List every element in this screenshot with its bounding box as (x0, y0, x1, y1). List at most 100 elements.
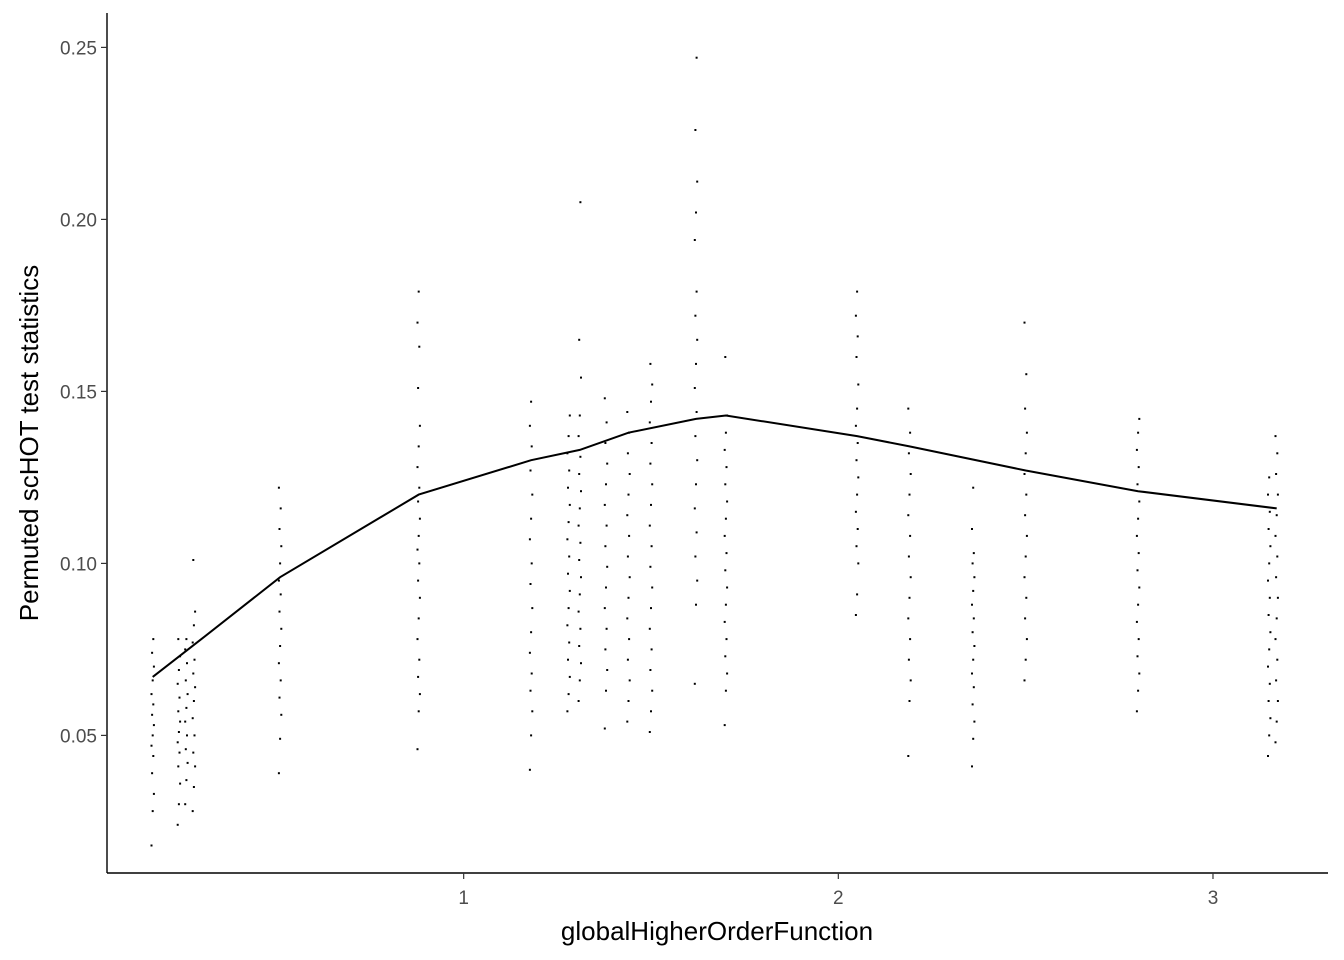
data-point (177, 638, 180, 641)
trend-line-group (152, 414, 1277, 678)
data-point (606, 462, 609, 465)
data-point (726, 500, 729, 503)
data-point (605, 586, 607, 589)
data-point (908, 700, 911, 702)
data-point (972, 589, 975, 592)
data-point (568, 641, 571, 644)
data-point (151, 679, 154, 682)
data-point (694, 555, 697, 558)
data-point (650, 607, 652, 610)
data-point (417, 445, 420, 448)
data-point (695, 56, 698, 59)
data-point (628, 679, 631, 682)
data-point (528, 538, 531, 541)
data-point (1275, 514, 1278, 517)
data-point (908, 493, 911, 496)
data-point (1024, 555, 1027, 558)
data-point (651, 483, 654, 486)
data-point (628, 576, 631, 579)
data-point (605, 483, 607, 486)
data-point (192, 700, 195, 702)
data-point (606, 669, 609, 671)
data-point (971, 672, 973, 675)
data-point (1025, 493, 1028, 496)
data-point (192, 751, 195, 754)
data-point (1024, 617, 1027, 620)
data-points (150, 56, 1279, 847)
data-point (186, 693, 189, 696)
data-point (972, 486, 975, 489)
data-point (280, 545, 283, 548)
data-point (1275, 617, 1278, 620)
data-point (530, 562, 533, 565)
data-point (626, 514, 629, 517)
data-point (648, 421, 651, 424)
data-point (279, 593, 282, 596)
data-point (280, 627, 283, 630)
data-point (856, 593, 859, 596)
data-point (626, 555, 629, 558)
data-point (568, 555, 571, 558)
data-point (568, 469, 571, 472)
data-point (529, 689, 532, 692)
data-point (277, 579, 280, 582)
data-point (724, 603, 727, 606)
data-point (1275, 473, 1278, 475)
data-point (973, 720, 976, 723)
data-point (1268, 596, 1271, 599)
data-point (726, 586, 729, 589)
data-point (1269, 631, 1272, 634)
data-point (279, 562, 282, 565)
data-point (693, 239, 696, 241)
data-point (650, 442, 653, 444)
data-point (627, 700, 630, 702)
x-tick-label: 3 (1208, 888, 1219, 909)
data-point (1137, 517, 1140, 520)
y-tick-label: 0.15 (60, 382, 97, 403)
data-point (909, 431, 912, 434)
data-point (152, 792, 155, 795)
data-point (627, 493, 630, 496)
data-point (178, 751, 181, 754)
data-point (1023, 576, 1026, 579)
data-point (1267, 614, 1270, 616)
data-point (857, 476, 860, 479)
data-point (856, 335, 859, 338)
data-point (854, 314, 857, 317)
data-point (151, 734, 154, 737)
data-point (578, 414, 581, 417)
data-point (278, 528, 281, 530)
data-point (580, 376, 582, 379)
data-point (577, 524, 580, 527)
data-point (695, 603, 697, 606)
data-point (150, 693, 153, 696)
data-point (1136, 569, 1139, 572)
data-point (417, 617, 420, 620)
data-point (1023, 679, 1026, 682)
data-point (605, 421, 608, 424)
data-point (1135, 534, 1138, 537)
data-point (151, 713, 154, 716)
data-point (909, 638, 912, 641)
data-point (176, 682, 179, 685)
data-point (695, 411, 698, 413)
data-point (152, 638, 155, 641)
data-point (568, 414, 571, 417)
data-point (1267, 579, 1269, 582)
data-point (184, 720, 187, 723)
data-point (418, 693, 421, 696)
data-point (531, 493, 534, 496)
data-point (907, 617, 910, 620)
data-point (1024, 407, 1027, 410)
data-point (723, 534, 726, 537)
data-point (179, 782, 182, 785)
data-point (1268, 734, 1271, 737)
data-point (907, 407, 910, 410)
data-point (416, 466, 419, 469)
data-point (1267, 665, 1269, 668)
data-point (278, 610, 281, 613)
data-point (418, 345, 421, 348)
data-point (185, 779, 188, 782)
data-point (907, 514, 910, 517)
data-point (1137, 552, 1140, 555)
